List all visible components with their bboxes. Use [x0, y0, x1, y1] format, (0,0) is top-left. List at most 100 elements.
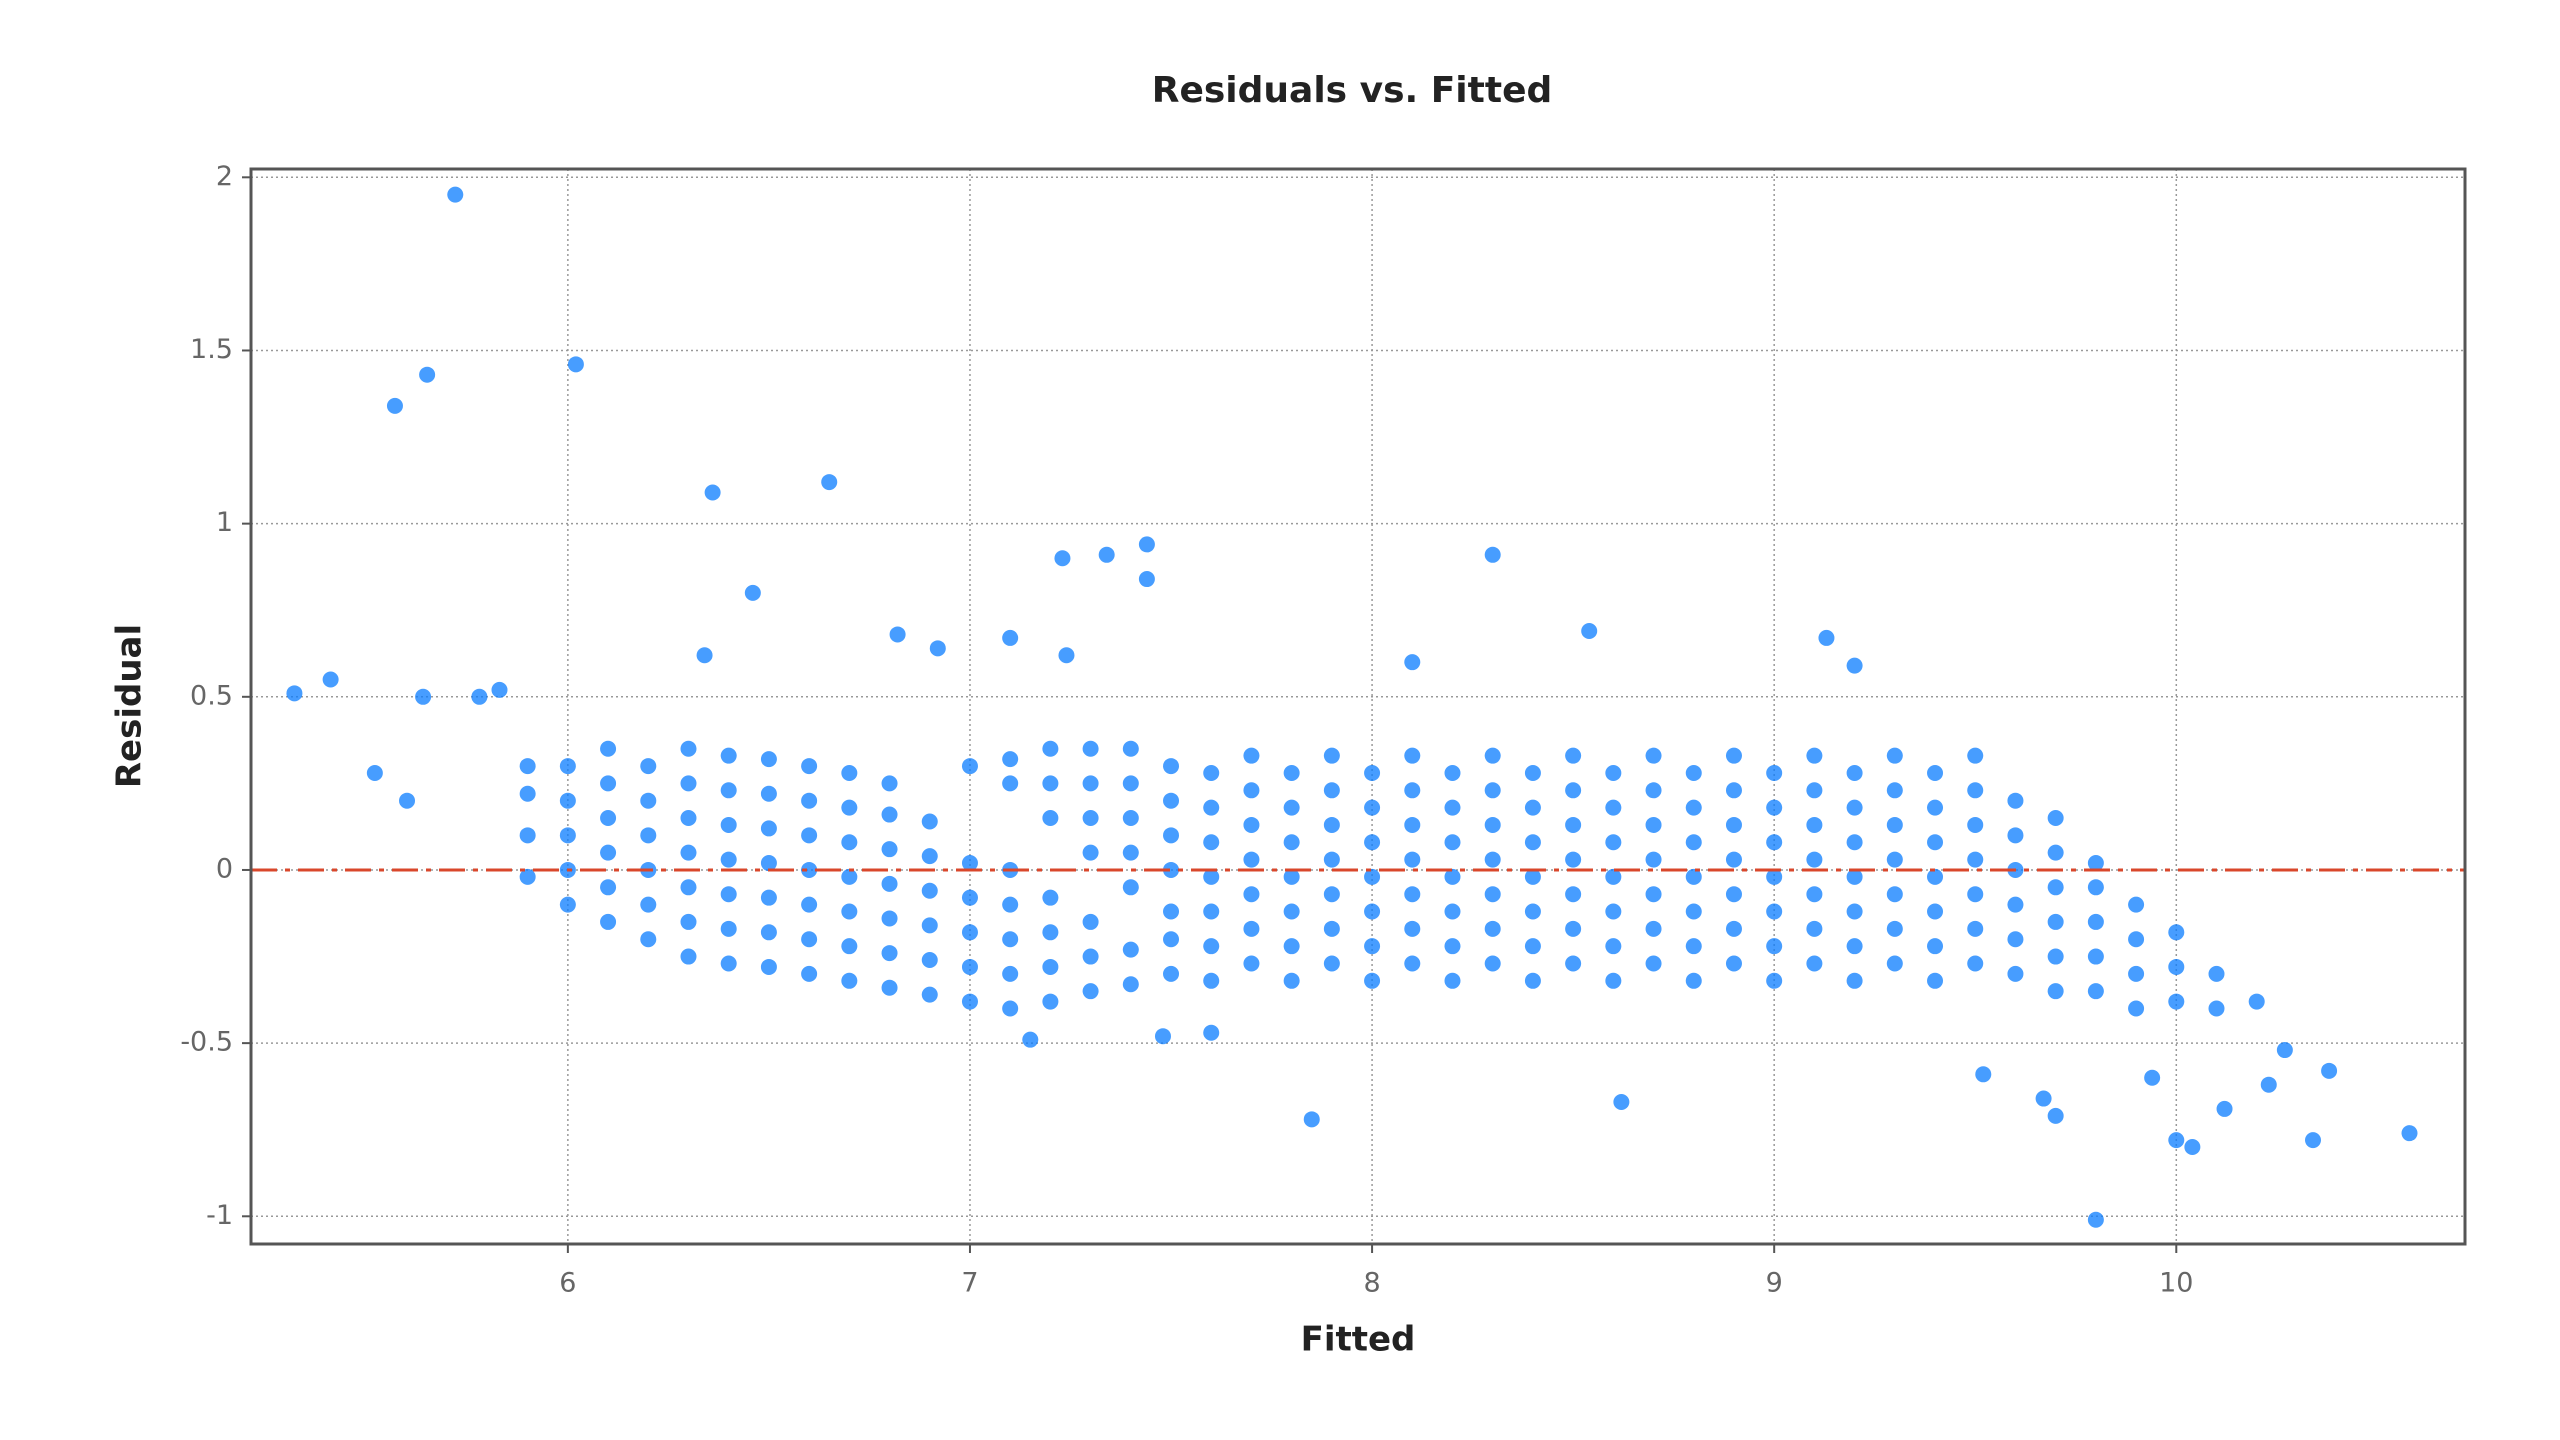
point — [1283, 938, 1300, 955]
point — [1002, 931, 1019, 948]
point — [1886, 816, 1903, 833]
axes: 6 7 8 9 10 -1 -0.5 0 0.5 1 1.5 2 — [180, 161, 2467, 1299]
point — [2184, 1139, 2201, 1156]
point — [680, 775, 697, 792]
point — [841, 764, 858, 781]
x-tick-label: 6 — [559, 1268, 576, 1299]
point — [1927, 938, 1944, 955]
point — [881, 841, 898, 858]
point — [1484, 546, 1501, 563]
point — [1002, 629, 1019, 646]
point — [447, 186, 464, 203]
y-tick-label: -0.5 — [180, 1027, 233, 1058]
point — [1645, 851, 1662, 868]
point — [1927, 834, 1944, 851]
point — [1605, 799, 1622, 816]
point — [1886, 851, 1903, 868]
point — [1444, 972, 1461, 989]
point — [2401, 1125, 2418, 1142]
point — [559, 827, 576, 844]
point — [600, 879, 617, 896]
point — [1098, 546, 1115, 563]
point — [1303, 1111, 1320, 1128]
point — [2047, 1107, 2064, 1124]
point — [1846, 903, 1863, 920]
point — [1524, 938, 1541, 955]
point — [600, 740, 617, 757]
point — [696, 647, 713, 664]
point — [1042, 889, 1059, 906]
point — [1645, 955, 1662, 972]
point — [1685, 938, 1702, 955]
point — [2276, 1042, 2293, 1059]
point — [1243, 816, 1260, 833]
point — [1605, 903, 1622, 920]
x-tick-label: 10 — [2159, 1268, 2193, 1299]
point — [760, 958, 777, 975]
point — [841, 799, 858, 816]
point — [1846, 972, 1863, 989]
point — [1725, 920, 1742, 937]
point — [2128, 931, 2145, 948]
point — [841, 868, 858, 885]
point — [2087, 983, 2104, 1000]
point — [1203, 903, 1220, 920]
point — [2007, 827, 2024, 844]
point — [1243, 955, 1260, 972]
point — [1806, 747, 1823, 764]
point — [1364, 799, 1381, 816]
point — [2007, 965, 2024, 982]
point — [1283, 834, 1300, 851]
point — [2128, 965, 2145, 982]
point — [1203, 834, 1220, 851]
point — [2144, 1069, 2161, 1086]
point — [1323, 747, 1340, 764]
point — [1054, 550, 1071, 567]
point — [491, 681, 508, 698]
point — [2260, 1076, 2277, 1093]
x-tick-label: 7 — [961, 1268, 978, 1299]
point — [720, 747, 737, 764]
point — [1163, 861, 1180, 878]
point — [1203, 1024, 1220, 1041]
point — [1122, 844, 1139, 861]
point — [760, 855, 777, 872]
point — [1766, 868, 1783, 885]
point — [1565, 955, 1582, 972]
point — [1002, 896, 1019, 913]
point — [889, 626, 906, 643]
point — [921, 952, 938, 969]
point — [881, 775, 898, 792]
point — [841, 938, 858, 955]
x-tick-label: 8 — [1363, 1268, 1380, 1299]
point — [1846, 938, 1863, 955]
point — [640, 792, 657, 809]
point — [1243, 851, 1260, 868]
point — [1605, 764, 1622, 781]
point — [961, 758, 978, 775]
point — [1927, 972, 1944, 989]
point — [1967, 886, 1984, 903]
point — [1243, 747, 1260, 764]
point — [1927, 903, 1944, 920]
y-tick-label: 1 — [216, 507, 233, 538]
y-tick-label: 0.5 — [190, 680, 233, 711]
point — [1364, 834, 1381, 851]
point — [1484, 851, 1501, 868]
point — [1203, 938, 1220, 955]
point — [680, 844, 697, 861]
point — [1886, 955, 1903, 972]
point — [640, 931, 657, 948]
y-tick-label: 2 — [216, 161, 233, 192]
point — [519, 868, 536, 885]
point — [1886, 920, 1903, 937]
point — [1524, 764, 1541, 781]
point — [760, 820, 777, 837]
point — [1725, 747, 1742, 764]
point — [921, 917, 938, 934]
point — [1444, 799, 1461, 816]
point — [1766, 834, 1783, 851]
point — [2128, 1000, 2145, 1017]
point — [1565, 851, 1582, 868]
point — [801, 931, 818, 948]
